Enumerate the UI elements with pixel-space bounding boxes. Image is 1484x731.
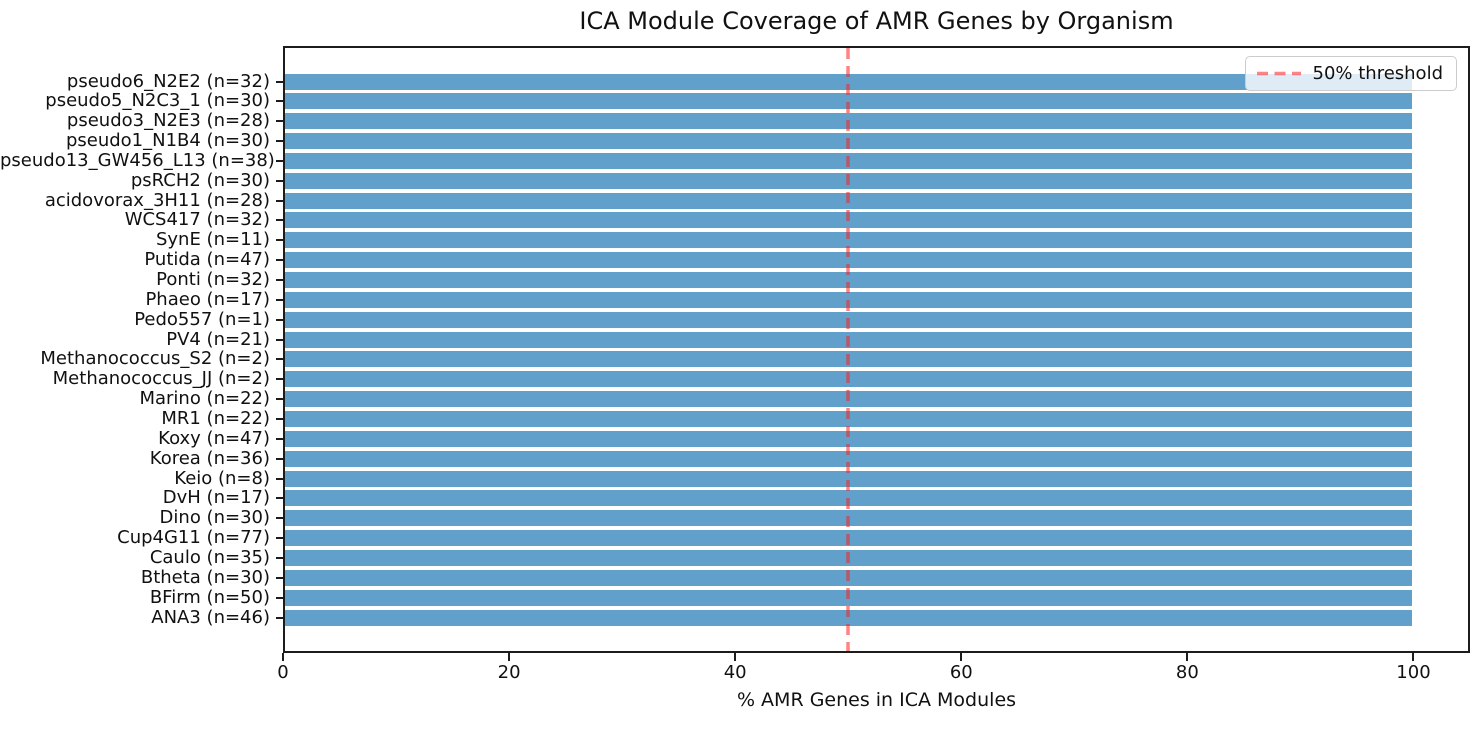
- y-tick: [276, 120, 283, 123]
- y-tick-label: Koxy (n=47): [158, 427, 270, 449]
- y-tick-label: Caulo (n=35): [149, 547, 270, 569]
- bar: [285, 291, 1412, 308]
- y-tick: [276, 437, 283, 440]
- bar: [285, 252, 1412, 269]
- y-tick: [276, 179, 283, 182]
- x-tick: [282, 653, 284, 661]
- x-tick: [508, 653, 511, 661]
- x-tick-label: 40: [723, 662, 747, 683]
- y-tick-label: Methanococcus_JJ (n=2): [52, 368, 270, 390]
- y-tick-label: Phaeo (n=17): [145, 288, 270, 310]
- y-tick-label: Methanococcus_S2 (n=2): [40, 348, 270, 370]
- threshold-line: [845, 48, 851, 651]
- threshold-dashed-line-icon: [846, 48, 851, 651]
- bar: [285, 470, 1412, 487]
- y-tick-label: pseudo13_GW456_L13 (n=38): [0, 149, 275, 171]
- legend: 50% threshold: [1244, 56, 1457, 91]
- y-tick: [276, 557, 283, 560]
- y-tick-label: ANA3 (n=46): [151, 606, 270, 628]
- y-tick: [276, 616, 283, 619]
- y-tick: [276, 239, 283, 242]
- y-tick: [276, 517, 283, 520]
- bar: [285, 232, 1412, 249]
- y-tick: [276, 418, 283, 421]
- x-axis-label: % AMR Genes in ICA Modules: [736, 689, 1017, 711]
- y-tick-label: Keio (n=8): [174, 467, 270, 489]
- y-tick-label: SynE (n=11): [155, 229, 270, 251]
- y-tick: [276, 497, 283, 500]
- y-tick-label: acidovorax_3H11 (n=28): [44, 189, 270, 211]
- y-tick: [276, 457, 283, 460]
- y-tick: [276, 378, 283, 381]
- y-tick: [276, 259, 283, 262]
- y-tick: [276, 159, 283, 162]
- x-tick-label: 20: [497, 662, 521, 683]
- y-tick-label: Dino (n=30): [159, 507, 270, 529]
- bars-layer: [285, 48, 1468, 651]
- legend-label: 50% threshold: [1312, 63, 1444, 84]
- y-tick-label: Korea (n=36): [149, 447, 270, 469]
- y-tick: [276, 219, 283, 222]
- x-tick: [1412, 653, 1415, 661]
- bar: [285, 93, 1412, 110]
- y-tick: [276, 576, 283, 579]
- y-tick-label: PV4 (n=21): [166, 328, 270, 350]
- y-tick-label: BFirm (n=50): [149, 586, 270, 608]
- bar: [285, 411, 1412, 428]
- y-tick-label: WCS417 (n=32): [124, 209, 270, 231]
- y-tick: [276, 279, 283, 282]
- y-tick: [276, 477, 283, 480]
- y-tick: [276, 100, 283, 103]
- y-tick: [276, 298, 283, 301]
- x-tick-label: 100: [1396, 662, 1431, 683]
- y-tick-label: MR1 (n=22): [161, 408, 270, 430]
- y-tick: [276, 358, 283, 361]
- x-tick: [960, 653, 963, 661]
- y-tick-label: psRCH2 (n=30): [130, 169, 270, 191]
- chart-title: ICA Module Coverage of AMR Genes by Orga…: [579, 7, 1174, 35]
- y-tick-label: Cup4G11 (n=77): [117, 527, 270, 549]
- y-tick-label: Pedo557 (n=1): [134, 308, 270, 330]
- bar: [285, 430, 1412, 447]
- x-tick-label: 60: [949, 662, 973, 683]
- x-tick-label: 0: [277, 662, 289, 683]
- bar: [285, 450, 1412, 467]
- y-tick: [276, 338, 283, 341]
- y-tick-label: DvH (n=17): [162, 487, 270, 509]
- y-tick-label: pseudo1_N1B4 (n=30): [65, 130, 270, 152]
- y-tick-label: Putida (n=47): [144, 249, 270, 271]
- y-tick-label: Btheta (n=30): [140, 566, 270, 588]
- y-tick: [276, 318, 283, 321]
- x-tick: [734, 653, 737, 661]
- y-tick: [276, 398, 283, 401]
- y-tick: [276, 537, 283, 540]
- bar: [285, 272, 1412, 289]
- y-tick: [276, 199, 283, 202]
- y-tick-label: pseudo3_N2E3 (n=28): [66, 110, 270, 132]
- x-tick: [1186, 653, 1189, 661]
- y-tick: [276, 596, 283, 599]
- x-tick-label: 80: [1175, 662, 1199, 683]
- y-tick: [276, 80, 283, 83]
- y-tick-label: pseudo5_N2C3_1 (n=30): [45, 90, 270, 112]
- y-tick-label: Ponti (n=32): [156, 269, 270, 291]
- bar: [285, 609, 1412, 626]
- bar: [285, 73, 1412, 90]
- y-tick-label: Marino (n=22): [139, 388, 270, 410]
- y-tick-label: pseudo6_N2E2 (n=32): [66, 70, 270, 92]
- legend-dash-icon: [1256, 71, 1301, 76]
- y-tick: [276, 140, 283, 143]
- plot-area: 50% threshold: [283, 46, 1470, 653]
